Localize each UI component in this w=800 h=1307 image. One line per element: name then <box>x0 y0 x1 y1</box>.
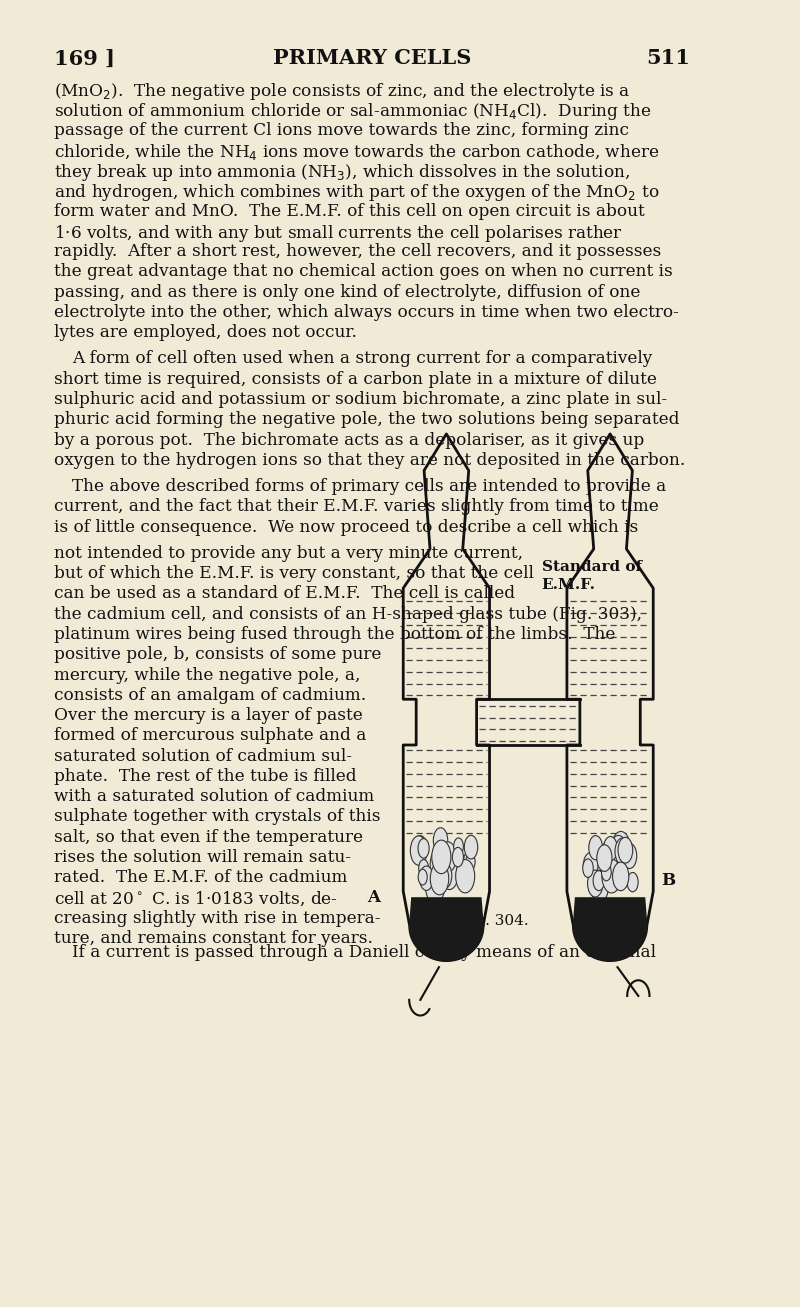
Text: passing, and as there is only one kind of electrolyte, diffusion of one: passing, and as there is only one kind o… <box>54 284 640 301</box>
Circle shape <box>418 839 429 859</box>
Circle shape <box>452 847 463 867</box>
Circle shape <box>583 852 598 878</box>
Text: lytes are employed, does not occur.: lytes are employed, does not occur. <box>54 324 357 341</box>
Circle shape <box>434 827 448 853</box>
Circle shape <box>602 838 620 868</box>
Circle shape <box>439 842 457 872</box>
Text: chloride, while the NH$_4$ ions move towards the carbon cathode, where: chloride, while the NH$_4$ ions move tow… <box>54 142 659 162</box>
Circle shape <box>456 860 474 893</box>
Circle shape <box>590 870 609 902</box>
Text: electrolyte into the other, which always occurs in time when two electro-: electrolyte into the other, which always… <box>54 305 678 322</box>
Text: rated.  The E.M.F. of the cadmium: rated. The E.M.F. of the cadmium <box>54 869 347 886</box>
Text: Standard of: Standard of <box>542 559 642 574</box>
Text: not intended to provide any but a very minute current,: not intended to provide any but a very m… <box>54 545 522 562</box>
Text: short time is required, consists of a carbon plate in a mixture of dilute: short time is required, consists of a ca… <box>54 371 657 388</box>
Circle shape <box>589 835 602 860</box>
Circle shape <box>604 856 621 886</box>
Text: consists of an amalgam of cadmium.: consists of an amalgam of cadmium. <box>54 686 366 703</box>
Text: salt, so that even if the temperature: salt, so that even if the temperature <box>54 829 362 846</box>
Circle shape <box>597 844 612 872</box>
Circle shape <box>602 859 622 893</box>
Circle shape <box>603 836 618 861</box>
Text: sulphuric acid and potassium or sodium bichromate, a zinc plate in sul-: sulphuric acid and potassium or sodium b… <box>54 391 666 408</box>
Text: passage of the current Cl ions move towards the zinc, forming zinc: passage of the current Cl ions move towa… <box>54 122 629 139</box>
Text: (MnO$_2$).  The negative pole consists of zinc, and the electrolyte is a: (MnO$_2$). The negative pole consists of… <box>54 81 630 102</box>
Text: mercury, while the negative pole, a,: mercury, while the negative pole, a, <box>54 667 360 684</box>
Text: If a current is passed through a Daniell cell by means of an external: If a current is passed through a Daniell… <box>72 944 656 961</box>
Circle shape <box>447 850 465 880</box>
Circle shape <box>437 863 452 889</box>
Text: is of little consequence.  We now proceed to describe a cell which is: is of little consequence. We now proceed… <box>54 519 638 536</box>
Circle shape <box>602 864 611 881</box>
Text: the great advantage that no chemical action goes on when no current is: the great advantage that no chemical act… <box>54 264 672 281</box>
Text: B: B <box>661 872 675 890</box>
Text: 511: 511 <box>646 48 690 68</box>
Circle shape <box>593 870 605 890</box>
Circle shape <box>618 833 627 850</box>
Text: The above described forms of primary cells are intended to provide a: The above described forms of primary cel… <box>72 478 666 495</box>
Circle shape <box>413 835 427 861</box>
Text: formed of mercurous sulphate and a: formed of mercurous sulphate and a <box>54 727 366 744</box>
Circle shape <box>432 840 451 873</box>
Text: cell at 20$^\circ$ C. is 1$\cdot$0183 volts, de-: cell at 20$^\circ$ C. is 1$\cdot$0183 vo… <box>54 889 338 907</box>
Text: saturated solution of cadmium sul-: saturated solution of cadmium sul- <box>54 748 351 765</box>
Circle shape <box>441 859 458 890</box>
Text: and hydrogen, which combines with part of the oxygen of the MnO$_2$ to: and hydrogen, which combines with part o… <box>54 183 659 204</box>
Text: form water and MnO.  The E.M.F. of this cell on open circuit is about: form water and MnO. The E.M.F. of this c… <box>54 203 644 220</box>
Circle shape <box>426 869 445 903</box>
Text: Over the mercury is a layer of paste: Over the mercury is a layer of paste <box>54 707 362 724</box>
Text: they break up into ammonia (NH$_3$), which dissolves in the solution,: they break up into ammonia (NH$_3$), whi… <box>54 162 630 183</box>
Circle shape <box>430 848 449 881</box>
Text: current, and the fact that their E.M.F. varies slightly from time to time: current, and the fact that their E.M.F. … <box>54 498 658 515</box>
Circle shape <box>430 863 449 895</box>
Text: platinum wires being fused through the bottom of the limbs.  The: platinum wires being fused through the b… <box>54 626 615 643</box>
Circle shape <box>454 838 463 855</box>
Circle shape <box>616 863 626 880</box>
Text: ture, and remains constant for years.: ture, and remains constant for years. <box>54 929 373 946</box>
Circle shape <box>582 859 594 877</box>
Circle shape <box>587 870 603 897</box>
Circle shape <box>466 853 475 870</box>
Text: by a porous pot.  The bichromate acts as a depolariser, as it gives up: by a porous pot. The bichromate acts as … <box>54 431 644 448</box>
Text: creasing slightly with rise in tempera-: creasing slightly with rise in tempera- <box>54 910 380 927</box>
Text: A form of cell often used when a strong current for a comparatively: A form of cell often used when a strong … <box>72 350 653 367</box>
Text: sulphate together with crystals of this: sulphate together with crystals of this <box>54 808 380 825</box>
Text: can be used as a standard of E.M.F.  The cell is called: can be used as a standard of E.M.F. The … <box>54 586 514 603</box>
Text: A: A <box>367 889 380 907</box>
Text: 1$\cdot$6 volts, and with any but small currents the cell polarises rather: 1$\cdot$6 volts, and with any but small … <box>54 223 622 244</box>
Circle shape <box>419 867 434 890</box>
Circle shape <box>418 860 429 877</box>
Text: positive pole, b, consists of some pure: positive pole, b, consists of some pure <box>54 646 381 663</box>
Text: oxygen to the hydrogen ions so that they are not deposited in the carbon.: oxygen to the hydrogen ions so that they… <box>54 452 685 469</box>
Circle shape <box>463 852 474 870</box>
Text: rises the solution will remain satu-: rises the solution will remain satu- <box>54 848 350 865</box>
Text: PRIMARY CELLS: PRIMARY CELLS <box>273 48 471 68</box>
Circle shape <box>622 843 637 868</box>
Polygon shape <box>410 898 483 961</box>
Text: rapidly.  After a short rest, however, the cell recovers, and it possesses: rapidly. After a short rest, however, th… <box>54 243 661 260</box>
Text: solution of ammonium chloride or sal-ammoniac (NH$_4$Cl).  During the: solution of ammonium chloride or sal-amm… <box>54 102 651 123</box>
Circle shape <box>627 873 638 891</box>
Circle shape <box>613 863 629 890</box>
Text: but of which the E.M.F. is very constant, so that the cell: but of which the E.M.F. is very constant… <box>54 565 534 582</box>
Circle shape <box>593 870 605 891</box>
Circle shape <box>418 869 427 885</box>
Text: Fig. 304.: Fig. 304. <box>461 914 529 928</box>
Text: phuric acid forming the negative pole, the two solutions being separated: phuric acid forming the negative pole, t… <box>54 412 679 429</box>
Polygon shape <box>574 898 646 961</box>
Text: with a saturated solution of cadmium: with a saturated solution of cadmium <box>54 788 374 805</box>
Text: 169 ]: 169 ] <box>54 48 114 68</box>
Text: E.M.F.: E.M.F. <box>542 578 596 592</box>
Circle shape <box>410 836 427 865</box>
Circle shape <box>612 831 630 864</box>
Circle shape <box>610 835 627 865</box>
Circle shape <box>464 835 478 859</box>
Circle shape <box>618 838 633 863</box>
Circle shape <box>615 838 630 865</box>
Text: phate.  The rest of the tube is filled: phate. The rest of the tube is filled <box>54 767 356 784</box>
Text: the cadmium cell, and consists of an H-shaped glass tube (Fig. 303),: the cadmium cell, and consists of an H-s… <box>54 605 642 622</box>
Circle shape <box>457 864 473 891</box>
